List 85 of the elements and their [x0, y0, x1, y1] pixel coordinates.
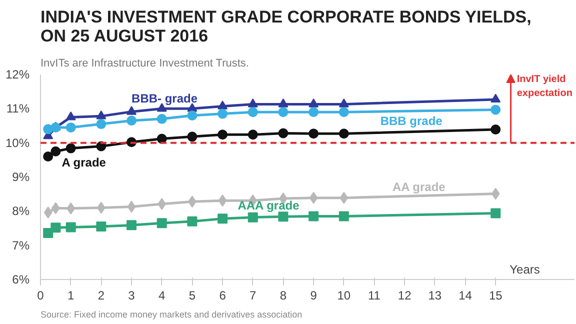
- series-label: A grade: [62, 155, 106, 170]
- point: [96, 119, 106, 130]
- legend-label: InvIT yield expectation: [516, 74, 572, 100]
- x-tick-label: 4: [158, 288, 166, 302]
- point: [156, 102, 167, 112]
- point: [50, 222, 61, 233]
- chart-subtitle: InvITs are Infrastructure Investment Trusts.: [40, 58, 249, 70]
- x-tick-label: 10: [337, 288, 351, 302]
- x-tick-label: 8: [280, 288, 287, 302]
- y-tick-label: 6%: [12, 272, 30, 286]
- x-axis-title: Years: [510, 262, 540, 276]
- point: [248, 98, 258, 108]
- point: [66, 202, 76, 214]
- point: [96, 110, 106, 120]
- point: [278, 128, 288, 138]
- point: [490, 104, 501, 115]
- series-label: AAA grade: [238, 198, 300, 213]
- x-tick-label: 3: [128, 288, 136, 302]
- point: [308, 128, 319, 139]
- point: [50, 146, 61, 156]
- series-label: AA grade: [392, 180, 446, 194]
- point: [340, 192, 348, 204]
- point: [158, 198, 166, 210]
- point: [218, 214, 228, 224]
- x-tick-label: 0: [37, 288, 44, 302]
- point: [491, 188, 500, 200]
- x-tick-label: 7: [250, 288, 257, 302]
- point: [308, 107, 319, 118]
- x-tick-label: 13: [428, 288, 442, 302]
- point: [248, 130, 258, 140]
- y-tick-label: 7%: [12, 238, 30, 252]
- point: [66, 222, 76, 232]
- x-tick-label: 1: [68, 288, 75, 302]
- x-tick-label: 11: [368, 288, 381, 302]
- point: [338, 107, 349, 118]
- y-tick-label: 10%: [5, 136, 30, 150]
- point: [66, 122, 76, 132]
- point: [248, 212, 258, 222]
- point: [126, 116, 137, 126]
- y-tick-label: 12%: [5, 68, 30, 82]
- point: [187, 132, 198, 142]
- point: [127, 200, 136, 213]
- point: [126, 220, 137, 230]
- point: [338, 98, 349, 108]
- point: [156, 218, 167, 228]
- point: [218, 100, 228, 110]
- series-label: BBB grade: [380, 114, 443, 128]
- x-tick-label: 15: [488, 288, 503, 302]
- point: [96, 222, 106, 232]
- point: [156, 134, 167, 144]
- x-tick-label: 5: [188, 288, 196, 302]
- point: [218, 194, 227, 207]
- point: [44, 206, 52, 219]
- y-tick-label: 11%: [6, 102, 30, 116]
- series-label: BBB- grade: [132, 92, 198, 106]
- point: [490, 124, 501, 134]
- point: [338, 128, 349, 139]
- y-tick-label: 8%: [12, 204, 30, 218]
- point: [278, 212, 288, 222]
- point: [218, 130, 228, 140]
- y-tick-label: 9%: [12, 170, 30, 184]
- point: [308, 211, 319, 222]
- point: [66, 112, 76, 120]
- point: [218, 108, 228, 119]
- point: [278, 98, 288, 108]
- point: [156, 114, 167, 124]
- point: [126, 106, 137, 115]
- point: [309, 192, 318, 204]
- x-tick-label: 14: [458, 288, 472, 302]
- x-tick-label: 6: [219, 288, 226, 302]
- x-tick-label: 2: [98, 288, 105, 302]
- chart-title: INDIA'S INVESTMENT GRADE CORPORATE BONDS YIELDS, ON 25 AUGUST 2016: [40, 8, 532, 46]
- x-tick-label: 9: [310, 288, 318, 302]
- point: [187, 216, 198, 226]
- point: [187, 110, 198, 120]
- point: [490, 94, 501, 103]
- point: [278, 107, 288, 118]
- point: [66, 143, 76, 154]
- point: [490, 208, 501, 218]
- point: [248, 107, 258, 118]
- x-tick-label: 12: [398, 288, 412, 302]
- point: [308, 98, 319, 108]
- source-note: Source: Fixed income money markets and derivatives association: [40, 310, 302, 320]
- point: [338, 211, 349, 222]
- point: [43, 152, 54, 162]
